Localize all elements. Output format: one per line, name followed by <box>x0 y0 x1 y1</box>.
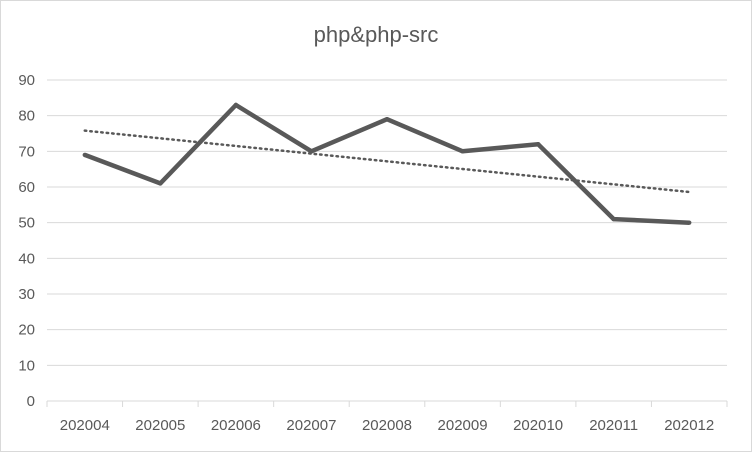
x-tick-label: 202008 <box>362 417 412 434</box>
trendline-group <box>83 129 691 194</box>
x-tick-label: 202012 <box>664 417 714 434</box>
data-point <box>611 216 616 222</box>
x-tick-label: 202005 <box>135 417 185 434</box>
data-point <box>233 102 239 108</box>
y-tick-label: 40 <box>18 250 35 267</box>
y-tick-label: 50 <box>18 215 35 232</box>
x-tick-label: 202011 <box>589 417 638 434</box>
y-tick-label: 60 <box>18 179 35 196</box>
x-tick-label: 202009 <box>438 417 488 434</box>
x-tick-label: 202007 <box>286 417 336 434</box>
data-point <box>460 149 465 154</box>
data-point <box>687 220 692 225</box>
series-line <box>84 102 690 225</box>
y-axis-tick-labels: 0 10 20 30 40 50 60 70 80 90 <box>18 72 35 410</box>
gridlines <box>47 79 727 366</box>
x-tick-label: 202010 <box>513 417 563 434</box>
trendline <box>83 129 691 194</box>
chart-title: php&php-src <box>313 22 439 47</box>
data-point <box>82 152 87 158</box>
data-point <box>309 149 314 154</box>
x-axis <box>46 400 728 407</box>
y-tick-label: 10 <box>18 357 35 374</box>
data-point <box>158 181 163 186</box>
y-tick-label: 20 <box>18 322 35 339</box>
y-tick-label: 80 <box>18 108 35 125</box>
x-axis-tick-labels: 202004 202005 202006 202007 202008 202009 2020… <box>60 417 715 434</box>
data-point <box>384 117 390 122</box>
x-tick-label: 202006 <box>211 417 261 434</box>
y-tick-label: 30 <box>18 286 35 303</box>
y-tick-label: 90 <box>18 72 35 89</box>
y-tick-label: 70 <box>18 143 35 160</box>
data-point <box>535 142 541 147</box>
y-tick-label: 0 <box>27 393 35 410</box>
x-tick-label: 202004 <box>60 417 110 434</box>
series-group <box>82 102 692 225</box>
